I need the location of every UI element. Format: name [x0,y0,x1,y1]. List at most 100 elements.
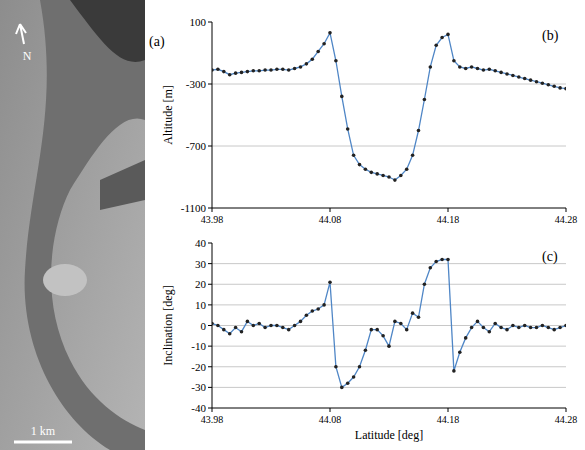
y-tick-label: 10 [195,299,207,311]
x-tick-label: 44.08 [319,414,342,425]
data-point [293,324,297,328]
data-point [547,326,551,330]
y-tick [208,22,212,23]
y-tick-label: -30 [191,381,206,393]
y-tick [208,387,212,388]
data-point [499,71,503,75]
data-point [240,71,244,75]
data-point [263,68,267,72]
data-point [482,326,486,330]
data-point [440,36,444,40]
data-point [505,328,509,332]
data-line [212,260,566,388]
data-point [322,42,326,46]
grid-line [212,146,566,147]
data-point [547,83,551,87]
data-point [523,324,527,328]
data-point [482,68,486,72]
data-point [434,260,438,264]
data-point [476,320,480,324]
y-tick-label: 100 [190,16,207,28]
data-point [257,322,261,326]
data-point [334,59,338,63]
data-point [541,81,545,85]
data-point [405,167,409,171]
x-tick [212,208,213,212]
data-point [511,324,515,328]
y-tick [208,146,212,147]
data-point [246,320,250,324]
panel-label: (c) [542,249,558,265]
y-tick-label: -40 [191,402,206,414]
data-point [364,167,368,171]
data-point [429,65,433,69]
data-point [452,59,456,63]
y-tick-label: -10 [191,340,206,352]
x-tick-label: 44.28 [555,214,578,225]
data-point [287,68,291,72]
data-point [434,43,438,47]
data-point [552,85,556,89]
data-point [564,324,566,328]
data-point [405,328,409,332]
x-tick [212,408,213,412]
data-point [505,72,509,76]
y-tick-label: -700 [186,140,207,152]
x-tick-label: 43.98 [201,414,224,425]
x-tick [330,208,331,212]
data-point [305,313,309,317]
x-axis-title: Latitude [deg] [355,428,423,442]
data-point [293,67,297,71]
y-tick [208,284,212,285]
data-point [322,303,326,307]
data-point [387,344,391,348]
data-point [535,326,539,330]
x-axis [212,408,566,409]
y-tick-label: 0 [201,320,207,332]
crater-shadow [70,0,145,62]
data-point [212,68,214,72]
ridge [100,160,145,210]
data-point [446,258,450,262]
plot-data [212,31,566,182]
data-point [393,320,397,324]
data-point [234,71,238,75]
data-point [358,365,362,369]
data-point [240,330,244,334]
data-point [340,95,344,99]
data-point [535,80,539,84]
data-point [381,174,385,178]
data-point [488,67,492,71]
data-point [281,67,285,71]
data-point [476,67,480,71]
y-tick-label: 40 [195,237,207,249]
data-point [216,324,220,328]
data-point [411,311,415,315]
panel-label: (a) [149,34,165,50]
data-point [452,369,456,373]
data-point [328,31,332,35]
figure: N1 km(a)100-300-700-110043.9844.0844.184… [0,0,585,450]
data-point [399,174,403,178]
data-point [228,332,232,336]
north-arrow [16,24,26,44]
data-point [564,87,566,91]
plot-data [212,258,566,389]
y-axis-title: Altitude [m] [161,85,175,145]
y-tick [208,263,212,264]
y-tick [208,366,212,367]
data-point [228,73,232,77]
y-tick [208,408,212,409]
data-point [352,154,356,158]
data-point [399,322,403,326]
x-tick-label: 43.98 [201,214,224,225]
data-point [529,78,533,82]
data-point [328,280,332,284]
data-point [269,68,273,72]
data-point [511,74,515,78]
data-point [488,330,492,334]
y-tick [208,325,212,326]
data-point [558,86,562,90]
data-point [352,375,356,379]
y-tick-label: -300 [186,78,207,90]
